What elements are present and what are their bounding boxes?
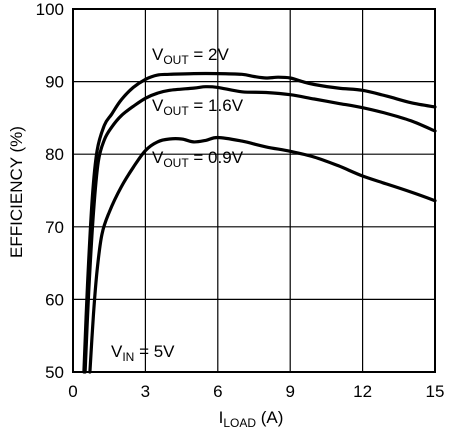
vin-annotation-rest: = 5V [134, 342, 175, 361]
x-axis-title-sub: LOAD [223, 416, 256, 430]
x-tick-label: 9 [285, 382, 294, 401]
grid-lines [73, 9, 435, 372]
series-line-1 [83, 85, 437, 374]
y-axis-title: EFFICIENCY (%) [7, 126, 26, 258]
series-labels: VOUT = 2V VOUT = 1.6V VOUT = 0.9V [152, 45, 244, 170]
series-curves [82, 71, 437, 374]
vin-annotation-sub: IN [122, 350, 134, 364]
x-tick-label: 12 [353, 382, 372, 401]
y-tick-label: 90 [45, 73, 64, 92]
vin-annotation-main: V [111, 342, 123, 361]
x-axis-title-main: I [219, 408, 224, 427]
x-tick-label: 15 [426, 382, 445, 401]
x-tick-labels: 0 3 6 9 12 15 [68, 382, 444, 401]
y-tick-label: 80 [45, 145, 64, 164]
series-label-0: VOUT = 2V [152, 45, 230, 67]
x-axis-title: ILOAD (A) [219, 408, 284, 430]
x-axis-title-unit: (A) [256, 408, 283, 427]
y-tick-label: 100 [36, 0, 64, 19]
y-tick-label: 70 [45, 218, 64, 237]
series-line-0 [82, 71, 437, 374]
x-tick-label: 3 [141, 382, 150, 401]
series-label-2: VOUT = 0.9V [152, 148, 244, 170]
plot-frame [72, 8, 436, 373]
vin-annotation: VIN = 5V [111, 342, 175, 364]
series-label-1: VOUT = 1.6V [152, 96, 244, 118]
x-tick-label: 0 [68, 382, 77, 401]
y-tick-label: 50 [45, 363, 64, 382]
series-line-2 [88, 135, 437, 374]
x-tick-label: 6 [213, 382, 222, 401]
y-tick-labels: 50 60 70 80 90 100 [36, 0, 64, 382]
y-tick-label: 60 [45, 290, 64, 309]
